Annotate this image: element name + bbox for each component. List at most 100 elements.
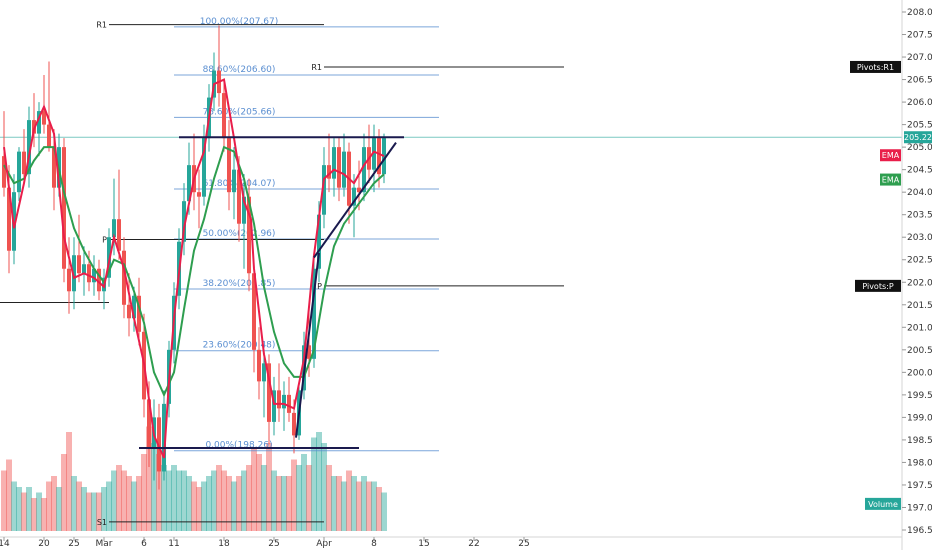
volume-bar — [66, 432, 72, 531]
candle-body — [22, 151, 26, 175]
axis-tag-label: EMA — [882, 176, 900, 185]
volume-bar — [381, 492, 387, 531]
candle-body — [382, 138, 386, 175]
axis-tag-box — [865, 497, 901, 510]
trendline-drawings[interactable] — [139, 136, 404, 450]
candle-body — [187, 165, 191, 202]
volume-bar — [346, 470, 352, 531]
volume-bar — [206, 476, 212, 531]
fib-level-label: 0.00%(198.26) — [205, 441, 272, 451]
candle-body — [82, 264, 86, 274]
time-tick-label: 6 — [141, 539, 147, 549]
volume-bar — [71, 476, 77, 531]
price-tick-label: 202.00 — [907, 278, 932, 288]
candle-body — [147, 399, 151, 449]
candle-body — [87, 264, 91, 283]
candle-body — [257, 349, 261, 382]
fib-level-label: 78.60%(205.66) — [203, 107, 276, 117]
price-tick-label: 204.50 — [907, 166, 932, 176]
volume-bar — [36, 492, 42, 531]
volume-bar — [371, 481, 377, 531]
candle-body — [337, 147, 341, 188]
volume-bar — [256, 454, 262, 531]
candle-body — [317, 214, 321, 269]
volume-bar — [136, 476, 142, 531]
volume-bar — [161, 465, 167, 531]
candle-body — [342, 151, 346, 188]
volume-bar — [101, 487, 107, 531]
candle-body — [202, 138, 206, 197]
volume-bar — [376, 487, 382, 531]
price-tick-label: 199.50 — [907, 391, 932, 401]
candle-body — [237, 169, 241, 224]
volume-bar — [41, 498, 47, 531]
volume-bar — [221, 470, 227, 531]
candle-body — [182, 201, 186, 242]
fib-level-label: 38.20%(201.85) — [203, 279, 276, 289]
volume-bar — [91, 492, 97, 531]
volume-bar — [236, 476, 242, 531]
volume-bar — [126, 476, 132, 531]
fib-level-label: 100.00%(207.67) — [200, 17, 279, 27]
candle-body — [117, 219, 121, 251]
fib-level-label: 23.60%(200.48) — [203, 341, 276, 351]
time-tick-label: 22 — [468, 539, 479, 549]
volume-bar — [31, 498, 37, 531]
volume-bar — [231, 481, 237, 531]
candle-body — [67, 268, 71, 292]
price-tick-label: 206.50 — [907, 76, 932, 86]
volume-bar — [176, 470, 182, 531]
candle-body — [362, 147, 366, 193]
volume-bar — [151, 443, 157, 531]
candle-body — [372, 138, 376, 170]
candle-body — [77, 255, 81, 274]
price-tick-label: 207.50 — [907, 31, 932, 41]
trendline — [313, 142, 397, 259]
volume-bar — [211, 470, 217, 531]
axis-tag-label: Volume — [868, 500, 898, 509]
time-axis[interactable]: 14 20 25 Mar 6 11 18 25 Apr 8 15 22 25 — [0, 536, 902, 549]
volume-bar — [356, 481, 362, 531]
price-axis[interactable]: 196.50 197.00 197.50 198.00 198.50 199.00 199.… — [901, 0, 932, 550]
volume-bar — [196, 487, 202, 531]
volume-bar — [141, 454, 147, 531]
axis-tag-box — [855, 279, 901, 292]
candle-body — [92, 268, 96, 283]
candle-body — [112, 219, 116, 238]
volume-bar — [121, 470, 127, 531]
candle-body — [27, 120, 31, 175]
volume-bar — [81, 487, 87, 531]
candle-body — [17, 151, 21, 193]
last-price-tag — [904, 131, 932, 144]
volume-bar — [166, 470, 172, 531]
volume-bar — [76, 481, 82, 531]
candle-body — [37, 111, 41, 134]
candle-body — [2, 156, 6, 188]
price-tick-label: 200.00 — [907, 368, 932, 378]
fib-level-label: 88.60%(206.60) — [203, 65, 276, 75]
last-price-label: 205.22 — [904, 133, 932, 142]
pivot-label: S1 — [97, 518, 107, 527]
time-tick-label: 25 — [68, 539, 79, 549]
candle-body — [52, 147, 56, 188]
volume-bar — [56, 487, 62, 531]
candle-body — [252, 273, 256, 350]
volume-bar — [146, 426, 152, 531]
candle-body — [42, 111, 46, 125]
candle-body — [72, 255, 76, 292]
price-tick-label: 203.50 — [907, 211, 932, 221]
candle-body — [357, 187, 361, 193]
volume-bar — [26, 487, 32, 531]
volume-layer — [1, 426, 387, 531]
axis-tag-box — [880, 149, 901, 162]
volume-bar — [156, 454, 162, 531]
volume-bar — [86, 492, 92, 531]
candle-body — [262, 363, 266, 382]
volume-bar — [6, 459, 12, 531]
time-tick-label: 11 — [168, 539, 179, 549]
candle-body — [232, 169, 236, 193]
volume-bar — [191, 481, 197, 531]
volume-bar — [1, 470, 7, 531]
volume-bar — [276, 476, 282, 531]
